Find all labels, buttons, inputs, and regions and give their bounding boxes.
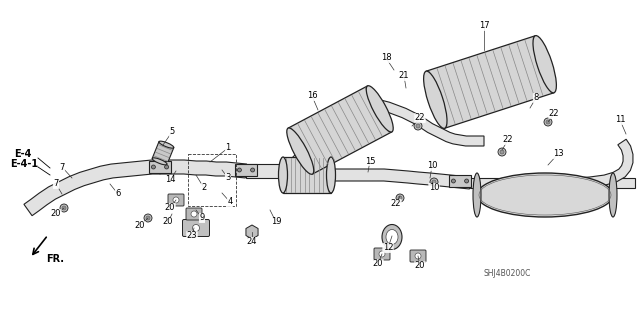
Ellipse shape: [278, 157, 287, 193]
Circle shape: [416, 124, 420, 128]
Polygon shape: [328, 169, 470, 189]
Text: 20: 20: [163, 218, 173, 226]
Circle shape: [430, 178, 438, 186]
Polygon shape: [160, 160, 246, 178]
Text: 10: 10: [429, 183, 439, 192]
Text: 20: 20: [51, 210, 61, 219]
Text: 19: 19: [271, 218, 281, 226]
Ellipse shape: [533, 36, 556, 93]
Text: 8: 8: [533, 93, 539, 102]
Ellipse shape: [424, 71, 447, 128]
Text: FR.: FR.: [46, 254, 64, 264]
Ellipse shape: [152, 158, 167, 165]
Text: 24: 24: [247, 238, 257, 247]
FancyBboxPatch shape: [374, 248, 390, 260]
Text: 11: 11: [615, 115, 625, 124]
Circle shape: [191, 211, 197, 217]
Text: 22: 22: [391, 199, 401, 209]
Polygon shape: [470, 178, 635, 188]
Circle shape: [465, 179, 468, 183]
Circle shape: [415, 253, 421, 259]
Polygon shape: [426, 36, 554, 128]
Polygon shape: [288, 86, 392, 174]
Text: 18: 18: [381, 54, 391, 63]
Text: 22: 22: [415, 114, 425, 122]
FancyBboxPatch shape: [182, 219, 209, 236]
Text: 20: 20: [135, 221, 145, 231]
Polygon shape: [235, 164, 257, 176]
Text: 2: 2: [202, 183, 207, 192]
Text: 20: 20: [415, 262, 425, 271]
Text: 23: 23: [187, 232, 197, 241]
Text: 6: 6: [115, 189, 121, 198]
Text: 12: 12: [383, 243, 393, 253]
Ellipse shape: [287, 128, 314, 174]
Text: 7: 7: [53, 180, 59, 189]
Circle shape: [451, 179, 456, 183]
Circle shape: [237, 168, 241, 172]
Polygon shape: [152, 142, 174, 164]
Ellipse shape: [609, 173, 617, 217]
Circle shape: [251, 168, 255, 172]
Circle shape: [396, 194, 404, 202]
Ellipse shape: [477, 173, 613, 217]
Circle shape: [414, 122, 422, 130]
Circle shape: [498, 148, 506, 156]
Text: 14: 14: [164, 175, 175, 184]
Text: 17: 17: [479, 21, 490, 31]
Circle shape: [144, 214, 152, 222]
FancyBboxPatch shape: [410, 250, 426, 262]
Polygon shape: [149, 161, 171, 173]
Text: SHJ4B0200C: SHJ4B0200C: [484, 269, 531, 278]
Polygon shape: [24, 160, 160, 216]
Text: 7: 7: [60, 162, 65, 172]
Polygon shape: [282, 150, 308, 174]
Polygon shape: [283, 157, 331, 193]
Circle shape: [62, 206, 66, 210]
Text: 20: 20: [164, 204, 175, 212]
Circle shape: [500, 150, 504, 154]
Text: 22: 22: [503, 136, 513, 145]
Polygon shape: [379, 100, 484, 146]
Text: 13: 13: [553, 150, 563, 159]
Text: 21: 21: [399, 71, 409, 80]
Ellipse shape: [473, 173, 481, 217]
Circle shape: [193, 225, 200, 232]
Circle shape: [146, 216, 150, 220]
Circle shape: [164, 165, 168, 169]
Polygon shape: [575, 139, 633, 188]
Text: 9: 9: [200, 213, 205, 222]
Text: E-4-1: E-4-1: [10, 159, 38, 169]
Circle shape: [398, 196, 402, 200]
Text: 16: 16: [307, 92, 317, 100]
Text: 20: 20: [372, 259, 383, 269]
Text: 4: 4: [227, 197, 232, 206]
Text: 15: 15: [365, 157, 375, 166]
Polygon shape: [449, 175, 471, 187]
Polygon shape: [246, 225, 258, 239]
Text: 10: 10: [427, 161, 437, 170]
Ellipse shape: [326, 157, 335, 193]
Text: 5: 5: [170, 128, 175, 137]
Polygon shape: [246, 164, 286, 178]
Circle shape: [60, 204, 68, 212]
Text: 22: 22: [548, 109, 559, 118]
Circle shape: [544, 118, 552, 126]
FancyBboxPatch shape: [168, 194, 184, 206]
Ellipse shape: [382, 225, 402, 249]
Ellipse shape: [366, 86, 393, 132]
Circle shape: [152, 165, 156, 169]
FancyBboxPatch shape: [186, 208, 202, 220]
Ellipse shape: [386, 229, 398, 244]
Circle shape: [379, 251, 385, 257]
Text: 3: 3: [225, 174, 230, 182]
Circle shape: [546, 120, 550, 124]
Circle shape: [432, 180, 436, 184]
Text: E-4: E-4: [14, 149, 31, 159]
Circle shape: [173, 197, 179, 203]
Ellipse shape: [159, 141, 174, 148]
Text: 1: 1: [225, 144, 230, 152]
